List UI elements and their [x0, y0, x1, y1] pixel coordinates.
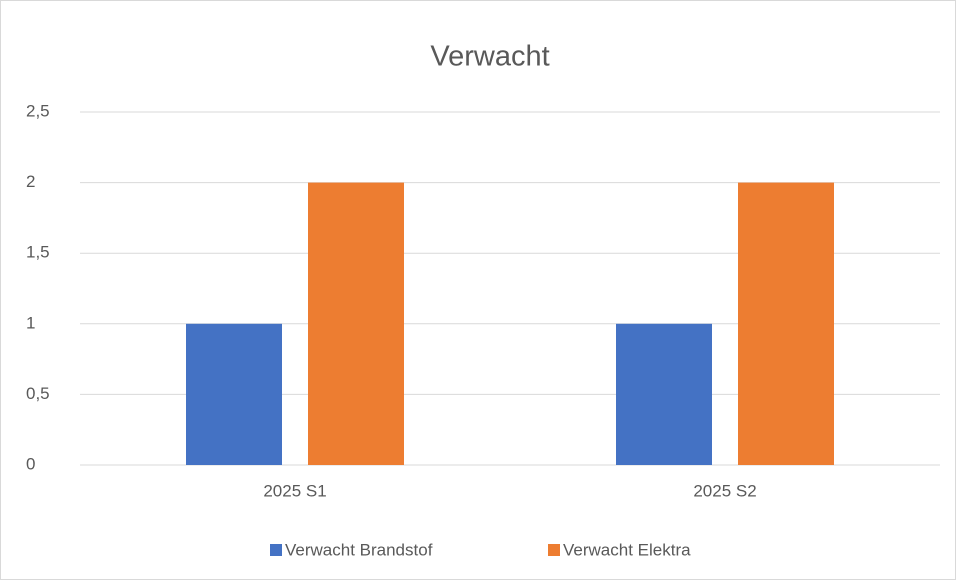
- y-tick-label: 1,5: [26, 243, 50, 262]
- legend-label: Verwacht Elektra: [563, 540, 691, 559]
- bar: [738, 182, 834, 465]
- legend-label: Verwacht Brandstof: [285, 540, 433, 559]
- y-tick-label: 2: [26, 172, 35, 191]
- bar: [186, 323, 282, 465]
- chart-title: Verwacht: [430, 41, 549, 73]
- bar: [308, 182, 404, 465]
- bar: [616, 323, 712, 465]
- legend-swatch: [270, 544, 282, 556]
- y-tick-label: 0,5: [26, 384, 50, 403]
- x-tick-label: 2025 S2: [693, 481, 756, 500]
- legend-swatch: [548, 544, 560, 556]
- y-tick-label: 1: [26, 313, 35, 332]
- y-tick-label: 0: [26, 454, 35, 473]
- y-tick-label: 2,5: [26, 101, 50, 120]
- x-tick-label: 2025 S1: [263, 481, 326, 500]
